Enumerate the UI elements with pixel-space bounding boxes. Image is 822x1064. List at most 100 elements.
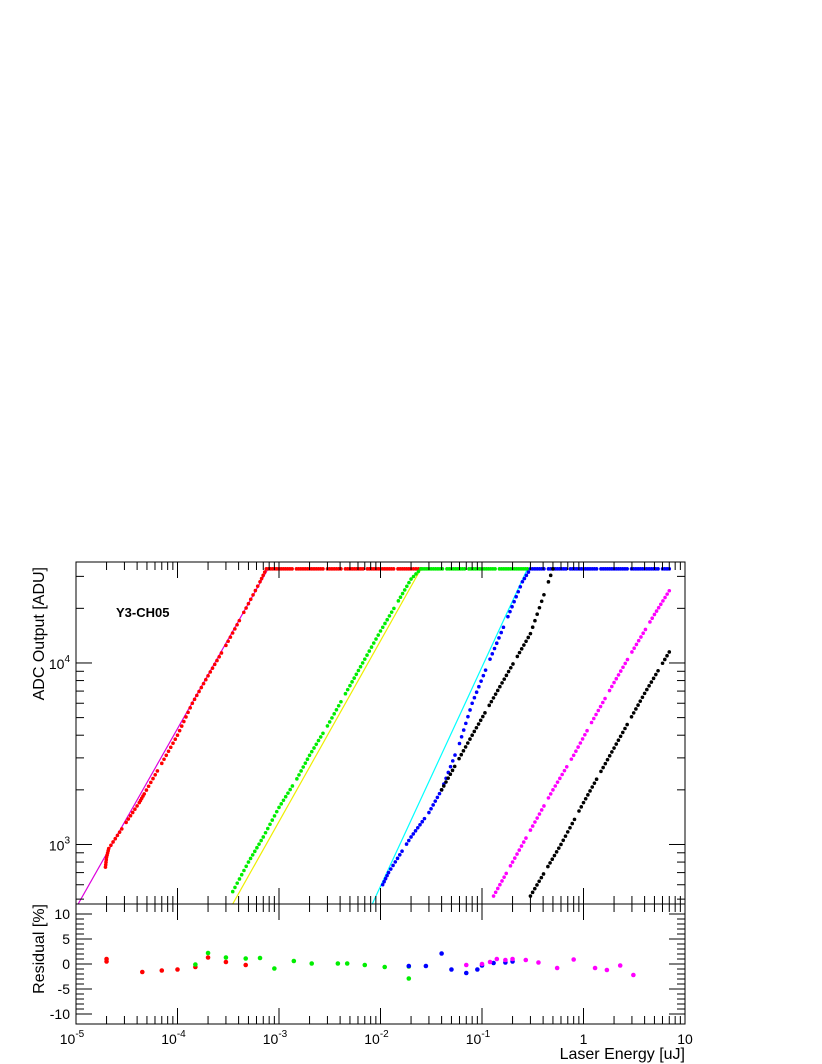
data-point <box>219 651 224 655</box>
residual-point <box>205 950 211 956</box>
data-point <box>446 776 450 780</box>
data-point <box>508 665 513 670</box>
data-point <box>420 819 425 824</box>
data-point <box>464 721 468 726</box>
data-point <box>128 813 133 818</box>
residual-y-tick-label: -5 <box>58 981 71 997</box>
data-point <box>199 685 204 690</box>
data-point <box>614 676 619 681</box>
residual-point <box>463 970 469 976</box>
data-point <box>277 805 281 810</box>
data-point <box>476 722 481 726</box>
data-point <box>551 788 555 792</box>
data-point <box>590 785 595 789</box>
data-point <box>391 567 396 571</box>
data-point <box>179 724 184 728</box>
data-point <box>599 769 603 774</box>
data-point <box>246 860 251 864</box>
residual-point <box>406 976 412 981</box>
data-point <box>612 746 616 750</box>
data-point <box>255 845 259 850</box>
data-point <box>201 681 206 686</box>
data-point <box>448 764 453 769</box>
data-point <box>636 638 641 643</box>
data-point <box>453 753 457 757</box>
data-point <box>614 742 619 746</box>
data-point <box>478 718 483 723</box>
residual-y-tick-label: -10 <box>50 1006 70 1022</box>
data-point <box>491 696 496 700</box>
data-point <box>537 812 542 816</box>
data-point <box>530 625 535 630</box>
data-point <box>620 730 625 735</box>
data-point <box>448 772 453 777</box>
data-point <box>572 817 577 822</box>
data-point <box>564 765 569 769</box>
data-point <box>594 712 598 717</box>
data-point <box>533 820 537 824</box>
data-point <box>350 680 354 684</box>
data-point <box>345 687 350 692</box>
data-point <box>553 784 558 788</box>
data-point <box>474 690 479 695</box>
data-point <box>579 805 584 809</box>
data-point <box>151 776 155 781</box>
data-point <box>316 738 321 743</box>
data-point <box>392 606 396 611</box>
data-point <box>665 653 669 658</box>
residual-point <box>272 966 277 971</box>
data-point <box>378 629 383 633</box>
data-point <box>253 849 257 854</box>
data-point <box>519 647 524 651</box>
data-point <box>500 879 504 883</box>
data-point <box>261 835 266 839</box>
data-point <box>530 824 535 828</box>
data-point <box>660 661 665 666</box>
data-point <box>499 630 504 635</box>
data-point <box>610 750 614 754</box>
data-point <box>581 800 586 805</box>
data-point <box>433 799 438 803</box>
data-point <box>493 567 497 571</box>
data-point <box>662 657 667 662</box>
data-point <box>226 639 230 644</box>
data-point <box>621 665 625 670</box>
data-point <box>168 745 173 750</box>
data-point <box>246 601 251 606</box>
data-point <box>667 588 672 593</box>
data-point <box>206 673 210 678</box>
data-point <box>253 588 258 593</box>
data-point <box>409 835 413 839</box>
data-point <box>325 724 330 728</box>
data-point <box>374 637 378 641</box>
data-point <box>522 576 527 581</box>
data-point <box>166 749 171 754</box>
data-point <box>607 754 612 758</box>
residual-point <box>205 955 211 960</box>
data-point <box>618 734 623 739</box>
data-point <box>508 609 512 614</box>
data-point <box>120 827 124 831</box>
data-point <box>483 711 487 715</box>
residual-point <box>291 958 297 964</box>
data-point <box>133 807 137 812</box>
residual-point <box>223 955 229 960</box>
data-point <box>623 661 628 666</box>
data-point <box>233 885 237 890</box>
data-point <box>208 670 213 674</box>
data-point <box>539 808 544 812</box>
data-point <box>520 580 525 584</box>
data-point <box>492 646 497 651</box>
data-point <box>146 784 151 789</box>
data-point <box>270 818 275 822</box>
residual-point <box>475 967 480 972</box>
data-point <box>630 650 634 654</box>
data-point <box>535 816 539 820</box>
data-point <box>173 737 178 742</box>
data-point <box>171 741 175 746</box>
data-point <box>586 793 590 797</box>
residual-point <box>491 960 496 966</box>
data-point <box>268 822 272 827</box>
x-tick-label: 10-2 <box>364 1029 389 1047</box>
data-point <box>190 701 195 706</box>
